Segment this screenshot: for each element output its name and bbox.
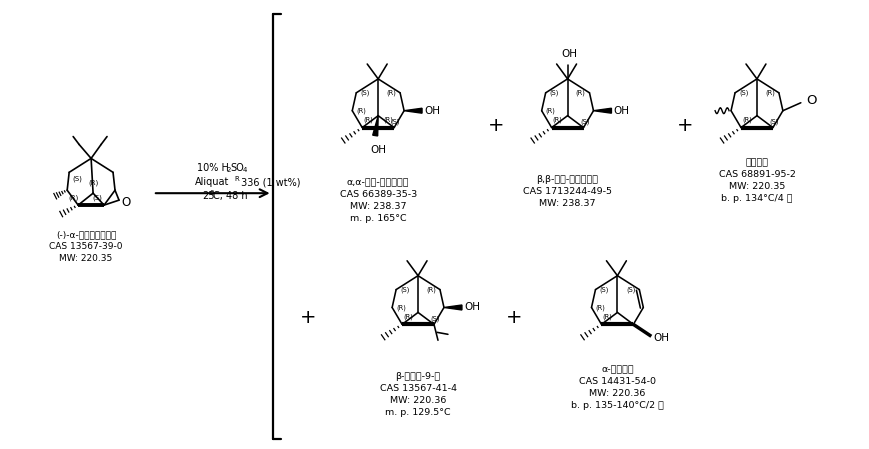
Text: (R): (R)	[386, 89, 395, 96]
Text: (S): (S)	[549, 89, 559, 96]
Text: MW: 220.35: MW: 220.35	[59, 254, 113, 263]
Text: β,β-顺式-柏木烷二醇: β,β-顺式-柏木烷二醇	[536, 175, 598, 184]
Text: (R): (R)	[552, 116, 562, 123]
Text: 25: 25	[202, 191, 215, 201]
Text: 0: 0	[209, 190, 214, 196]
Text: SO: SO	[230, 163, 244, 173]
Text: α-柏木烯醇: α-柏木烯醇	[600, 365, 633, 374]
Text: MW: 238.37: MW: 238.37	[349, 202, 406, 211]
Text: (S): (S)	[626, 286, 634, 293]
Text: O: O	[121, 196, 130, 209]
Text: CAS 68891-95-2: CAS 68891-95-2	[718, 170, 794, 179]
Text: (S): (S)	[738, 89, 747, 96]
Text: CAS 66389-35-3: CAS 66389-35-3	[339, 190, 416, 199]
Text: MW: 220.36: MW: 220.36	[588, 389, 645, 398]
Text: +: +	[676, 116, 693, 135]
Text: +: +	[505, 308, 521, 327]
Text: (R): (R)	[402, 313, 413, 320]
Text: m. p. 129.5°C: m. p. 129.5°C	[385, 408, 450, 417]
Polygon shape	[403, 108, 421, 113]
Text: CAS 14431-54-0: CAS 14431-54-0	[578, 377, 655, 386]
Text: (S): (S)	[769, 119, 778, 125]
Text: (-)-α-柏木烯环氧化物: (-)-α-柏木烯环氧化物	[56, 230, 116, 239]
Text: 10% H: 10% H	[196, 163, 229, 173]
Text: b. p. 134°C/4 托: b. p. 134°C/4 托	[720, 194, 792, 203]
Text: (S): (S)	[72, 175, 82, 181]
Text: 柏木烷酱: 柏木烷酱	[745, 158, 767, 167]
Text: CAS 1713244-49-5: CAS 1713244-49-5	[522, 187, 612, 196]
Text: C, 48 h: C, 48 h	[212, 191, 247, 201]
Text: (R): (R)	[355, 107, 366, 114]
Text: +: +	[487, 116, 503, 135]
Text: (R): (R)	[545, 107, 555, 114]
Text: 4: 4	[242, 167, 247, 173]
Text: OH: OH	[463, 303, 480, 313]
Text: (R): (R)	[426, 286, 435, 293]
Text: Aliquat: Aliquat	[195, 177, 229, 187]
Text: OH: OH	[369, 145, 386, 155]
Text: (S): (S)	[430, 316, 440, 322]
Text: (R): (R)	[575, 89, 585, 96]
Text: (S): (S)	[390, 119, 400, 125]
Text: (R): (R)	[68, 195, 78, 202]
Text: (R): (R)	[594, 304, 605, 311]
Text: 336 (1 wt%): 336 (1 wt%)	[237, 177, 300, 187]
Text: MW: 220.35: MW: 220.35	[728, 182, 784, 191]
Text: α,α-顺式-柏木烷二醇: α,α-顺式-柏木烷二醇	[347, 178, 409, 187]
Text: m. p. 165°C: m. p. 165°C	[349, 214, 406, 223]
Text: (S): (S)	[580, 119, 589, 125]
Text: (R): (R)	[382, 116, 393, 123]
Text: +: +	[300, 308, 316, 327]
Text: (S): (S)	[360, 89, 369, 96]
Polygon shape	[593, 108, 611, 113]
Text: β-柏木烯-9-醇: β-柏木烯-9-醇	[395, 372, 440, 381]
Text: (R): (R)	[602, 313, 612, 320]
Text: OH: OH	[653, 333, 668, 343]
Text: OH: OH	[423, 106, 440, 116]
Text: O: O	[805, 94, 815, 107]
Text: (R): (R)	[741, 116, 751, 123]
Text: OH: OH	[561, 49, 577, 59]
Text: CAS 13567-41-4: CAS 13567-41-4	[379, 384, 456, 393]
Text: 2: 2	[227, 167, 231, 173]
Text: MW: 220.36: MW: 220.36	[389, 396, 446, 405]
Text: R: R	[235, 176, 239, 182]
Text: CAS 13567-39-0: CAS 13567-39-0	[50, 242, 123, 251]
Text: (S): (S)	[599, 286, 608, 293]
Text: MW: 238.37: MW: 238.37	[539, 199, 595, 208]
Text: b. p. 135-140°C/2 托: b. p. 135-140°C/2 托	[570, 401, 663, 410]
Text: (R): (R)	[764, 89, 774, 96]
Text: (R): (R)	[363, 116, 373, 123]
Polygon shape	[443, 305, 461, 310]
Polygon shape	[372, 116, 378, 136]
Text: (R): (R)	[395, 304, 406, 311]
Text: (S): (S)	[92, 195, 102, 202]
Text: (R): (R)	[88, 179, 98, 185]
Text: OH: OH	[613, 106, 628, 116]
Text: (S): (S)	[400, 286, 409, 293]
